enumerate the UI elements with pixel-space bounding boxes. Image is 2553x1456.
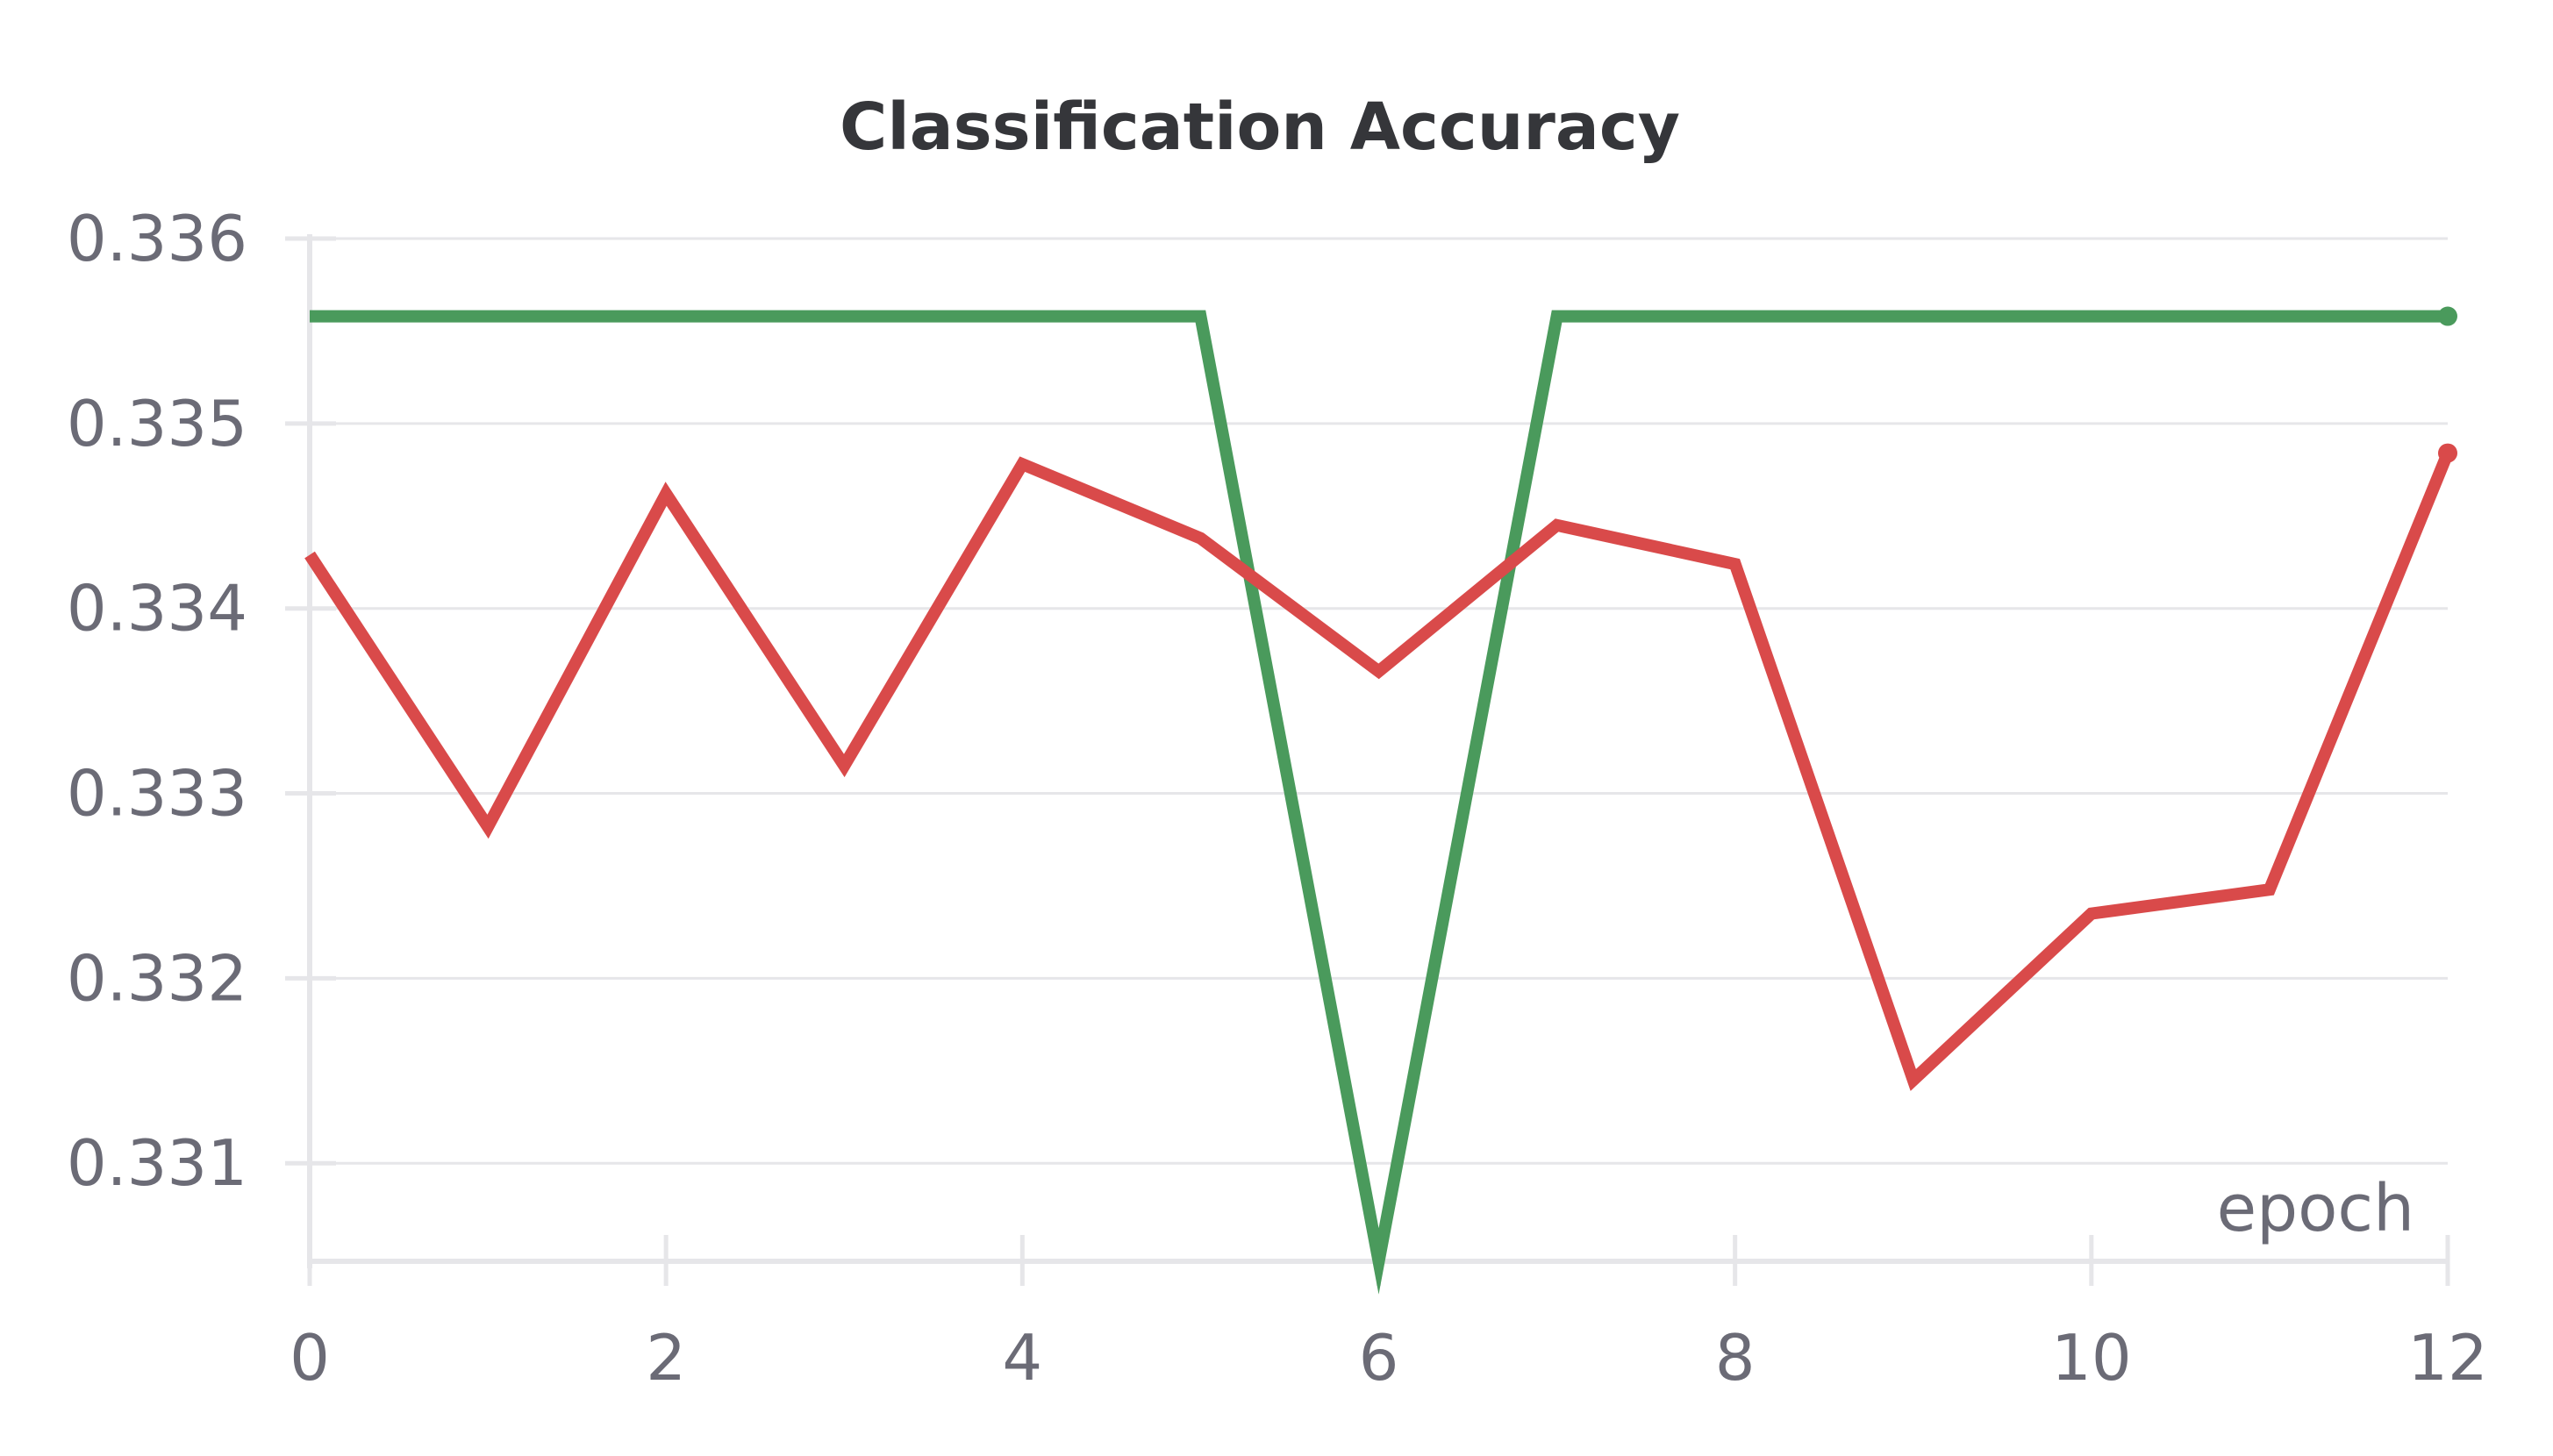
- y-tick-label: 0.336: [67, 202, 247, 275]
- x-tick-label: 4: [1002, 1321, 1042, 1395]
- x-tick-label: 10: [2051, 1321, 2132, 1395]
- x-tick-label: 6: [1359, 1321, 1399, 1395]
- series-lines: [304, 306, 2457, 1295]
- x-tick-label: 2: [646, 1321, 686, 1395]
- y-tick-label: 0.334: [67, 572, 247, 646]
- x-tick-label: 12: [2407, 1321, 2488, 1395]
- series-1-end-point: [2438, 306, 2457, 326]
- series-2-end-point: [2438, 443, 2457, 463]
- y-tick-label: 0.331: [67, 1126, 247, 1200]
- tick-labels: 0.331 0.332 0.333 0.334 0.335 0.336 0 2 4 6 8 10 12: [67, 202, 2488, 1395]
- x-tick-label: 8: [1715, 1321, 1756, 1395]
- series-2-line: [304, 450, 2454, 1091]
- chart-title: Classification Accuracy: [840, 89, 1680, 165]
- gridlines: [310, 237, 2448, 1165]
- y-tick-label: 0.335: [67, 387, 247, 460]
- y-tick-label: 0.333: [67, 757, 247, 831]
- x-tick-label: 0: [290, 1321, 330, 1395]
- y-tick-label: 0.332: [67, 941, 247, 1015]
- x-axis-label: epoch: [2217, 1171, 2414, 1246]
- series-1-line: [310, 310, 2448, 1295]
- axes: [285, 234, 2450, 1286]
